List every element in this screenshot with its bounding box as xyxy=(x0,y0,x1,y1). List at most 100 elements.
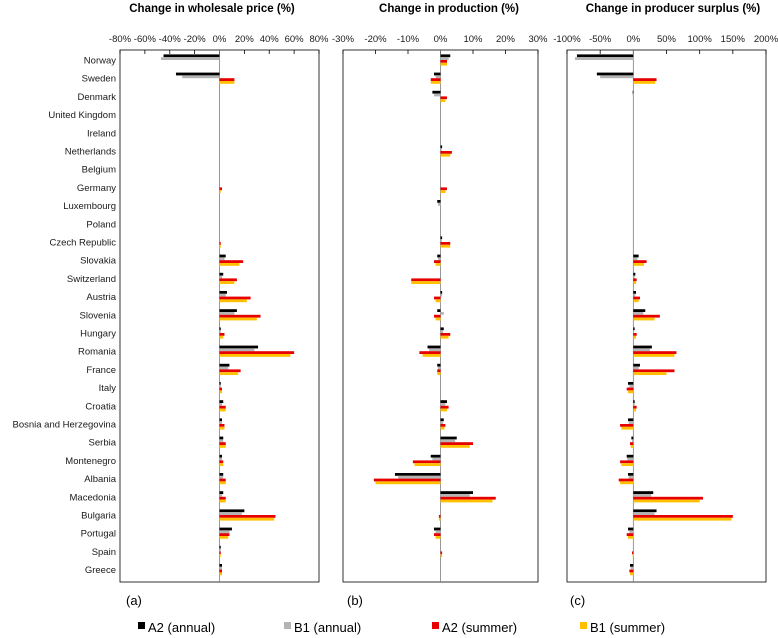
bar-a2-summer-denmark xyxy=(440,96,447,100)
bar-b1-annual-slovakia xyxy=(437,257,441,261)
bar-b1-summer-czech-republic xyxy=(219,244,221,248)
bar-b1-annual-serbia xyxy=(632,439,634,443)
bar-a2-summer-spain xyxy=(632,551,634,555)
bar-b1-summer-serbia xyxy=(219,445,226,448)
bar-a2-annual-portugal xyxy=(434,527,441,531)
bar-a2-annual-slovakia xyxy=(633,254,639,258)
bar-b1-summer-czech-republic xyxy=(440,244,451,248)
bar-b1-annual-czech-republic xyxy=(440,239,442,242)
bar-b1-annual-italy xyxy=(629,384,634,388)
bar-b1-annual-bosnia-and-herzegovina xyxy=(219,421,222,424)
bar-a2-summer-montenegro xyxy=(412,460,441,464)
bar-b1-annual-luxembourg xyxy=(437,202,441,206)
bar-a2-summer-slovenia xyxy=(219,314,261,318)
bar-a2-summer-bulgaria xyxy=(219,515,276,518)
bar-a2-annual-norway xyxy=(576,54,634,58)
bar-a2-summer-italy xyxy=(626,387,634,391)
bar-a2-annual-albania xyxy=(219,473,224,476)
tick-label: -80% xyxy=(109,34,132,45)
bar-a2-summer-sweden xyxy=(219,78,235,81)
bar-a2-annual-montenegro xyxy=(219,454,222,458)
bar-b1-summer-portugal xyxy=(219,536,229,539)
bar-a2-summer-sweden xyxy=(633,78,657,81)
bar-b1-summer-switzerland xyxy=(219,281,235,284)
panel-title: Change in production (%) xyxy=(379,3,519,15)
bar-b1-annual-france xyxy=(633,366,639,370)
bar-b1-annual-bulgaria xyxy=(219,512,242,515)
bar-a2-annual-bulgaria xyxy=(633,509,657,513)
tick-label: 50% xyxy=(657,34,677,45)
bar-b1-summer-hungary xyxy=(633,335,636,339)
bar-b1-summer-bosnia-and-herzegovina xyxy=(440,426,445,430)
bar-a2-summer-italy xyxy=(219,387,222,391)
bar-a2-annual-denmark xyxy=(432,90,441,94)
bar-a2-summer-macedonia xyxy=(440,496,496,500)
bar-a2-annual-norway xyxy=(440,54,451,58)
country-label-montenegro: Montenegro xyxy=(65,456,116,467)
bar-b1-annual-austria xyxy=(440,293,443,297)
bar-a2-annual-sweden xyxy=(175,72,220,76)
legend-swatch-b1-annual xyxy=(284,622,291,629)
bar-a2-annual-norway xyxy=(163,54,220,58)
bar-a2-annual-montenegro xyxy=(430,454,441,458)
bar-b1-annual-spain xyxy=(219,548,221,552)
bar-a2-summer-bosnia-and-herzegovina xyxy=(620,424,634,427)
bar-b1-summer-slovakia xyxy=(219,263,240,266)
bar-b1-summer-albania xyxy=(620,481,634,485)
bar-b1-summer-serbia xyxy=(440,445,470,448)
bar-a2-annual-portugal xyxy=(628,527,634,531)
bar-a2-summer-spain xyxy=(440,551,443,555)
panel-title: Change in producer surplus (%) xyxy=(586,3,761,15)
bar-b1-summer-sweden xyxy=(633,81,656,84)
tick-label: -10% xyxy=(397,34,420,45)
country-label-germany: Germany xyxy=(77,183,116,194)
bar-b1-annual-slovenia xyxy=(219,312,235,315)
country-label-croatia: Croatia xyxy=(85,401,116,412)
bar-a2-summer-france xyxy=(437,369,441,373)
bar-b1-annual-norway xyxy=(161,57,220,60)
bar-b1-summer-sweden xyxy=(430,81,441,84)
bar-a2-annual-hungary xyxy=(219,327,221,331)
bar-a2-summer-bulgaria xyxy=(438,515,441,518)
bar-b1-annual-france xyxy=(219,366,229,370)
bar-a2-summer-spain xyxy=(219,551,221,555)
bar-b1-annual-austria xyxy=(219,293,226,297)
bar-b1-summer-macedonia xyxy=(219,499,226,503)
tick-label: -50% xyxy=(589,34,612,45)
bar-b1-summer-italy xyxy=(628,390,634,394)
bar-a2-annual-portugal xyxy=(219,527,232,531)
bar-a2-summer-croatia xyxy=(633,405,637,409)
bar-a2-annual-greece xyxy=(630,564,634,567)
panel-title: Change in wholesale price (%) xyxy=(129,3,295,15)
bar-a2-summer-czech-republic xyxy=(440,242,451,245)
bar-b1-annual-croatia xyxy=(440,403,446,406)
country-label-greece: Greece xyxy=(85,565,116,576)
country-label-netherlands: Netherlands xyxy=(65,147,116,158)
country-label-luxembourg: Luxembourg xyxy=(63,201,116,212)
bar-b1-annual-macedonia xyxy=(440,494,470,497)
bar-b1-annual-montenegro xyxy=(432,457,441,461)
country-label-sweden: Sweden xyxy=(82,74,116,85)
bar-b1-summer-austria xyxy=(633,299,639,303)
bar-b1-annual-slovenia xyxy=(440,312,444,315)
bar-a2-annual-hungary xyxy=(633,327,635,331)
bar-b1-summer-france xyxy=(633,372,667,375)
bar-a2-summer-norway xyxy=(440,60,447,63)
bar-b1-summer-switzerland xyxy=(411,281,441,284)
country-label-ireland: Ireland xyxy=(87,128,116,139)
bar-a2-annual-croatia xyxy=(219,400,224,403)
bar-b1-annual-slovakia xyxy=(633,257,638,261)
bar-b1-summer-montenegro xyxy=(219,463,224,466)
tick-label: -20% xyxy=(364,34,387,45)
bar-a2-summer-slovakia xyxy=(219,260,244,263)
bar-b1-annual-serbia xyxy=(219,439,224,443)
tick-label: -40% xyxy=(159,34,182,45)
bar-b1-annual-macedonia xyxy=(219,494,222,497)
bar-a2-annual-spain xyxy=(219,545,221,549)
bar-a2-annual-france xyxy=(219,363,230,367)
bar-a2-annual-austria xyxy=(219,291,227,294)
bar-a2-summer-hungary xyxy=(633,333,637,336)
bar-b1-summer-france xyxy=(219,372,239,375)
bar-a2-summer-slovenia xyxy=(633,314,660,318)
bar-b1-annual-bosnia-and-herzegovina xyxy=(440,421,444,424)
